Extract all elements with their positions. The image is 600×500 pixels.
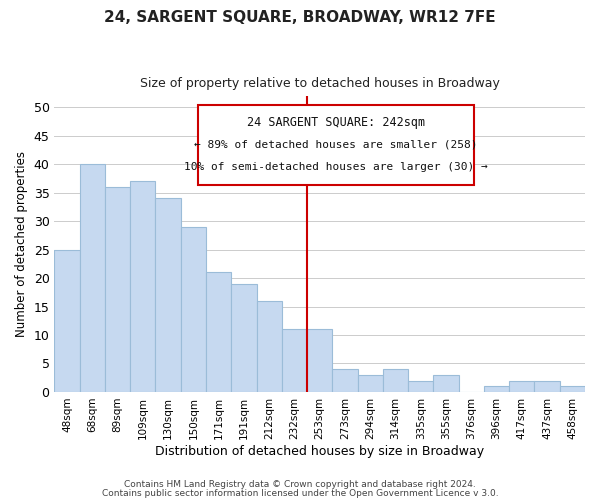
Text: ← 89% of detached houses are smaller (258): ← 89% of detached houses are smaller (25… — [194, 140, 478, 149]
Bar — [484, 386, 509, 392]
Bar — [130, 182, 155, 392]
X-axis label: Distribution of detached houses by size in Broadway: Distribution of detached houses by size … — [155, 444, 484, 458]
Bar — [332, 369, 358, 392]
Text: 10% of semi-detached houses are larger (30) →: 10% of semi-detached houses are larger (… — [184, 162, 488, 172]
Bar — [307, 330, 332, 392]
Bar — [535, 380, 560, 392]
Bar — [560, 386, 585, 392]
Text: 24, SARGENT SQUARE, BROADWAY, WR12 7FE: 24, SARGENT SQUARE, BROADWAY, WR12 7FE — [104, 10, 496, 25]
Bar — [509, 380, 535, 392]
Bar — [80, 164, 105, 392]
Text: Contains HM Land Registry data © Crown copyright and database right 2024.: Contains HM Land Registry data © Crown c… — [124, 480, 476, 489]
Bar — [105, 187, 130, 392]
Bar — [433, 375, 458, 392]
Title: Size of property relative to detached houses in Broadway: Size of property relative to detached ho… — [140, 78, 500, 90]
Bar — [408, 380, 433, 392]
Text: 24 SARGENT SQUARE: 242sqm: 24 SARGENT SQUARE: 242sqm — [247, 116, 425, 129]
Bar — [181, 227, 206, 392]
Bar — [206, 272, 231, 392]
Bar — [282, 330, 307, 392]
Bar — [155, 198, 181, 392]
Y-axis label: Number of detached properties: Number of detached properties — [15, 151, 28, 337]
Text: Contains public sector information licensed under the Open Government Licence v : Contains public sector information licen… — [101, 490, 499, 498]
Bar — [55, 250, 80, 392]
Bar — [383, 369, 408, 392]
Bar — [358, 375, 383, 392]
Bar — [257, 301, 282, 392]
Bar — [231, 284, 257, 392]
FancyBboxPatch shape — [197, 104, 473, 184]
